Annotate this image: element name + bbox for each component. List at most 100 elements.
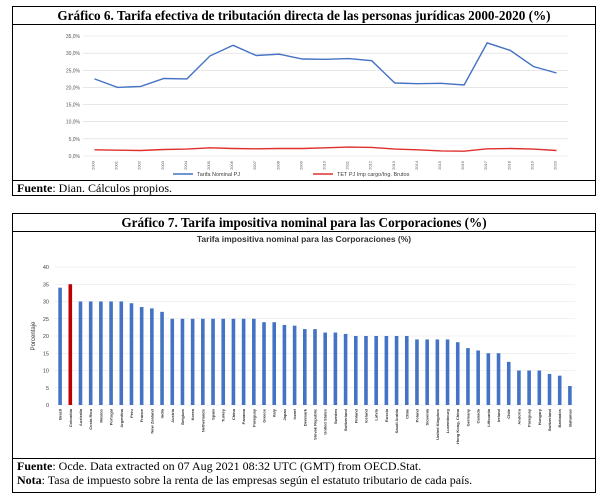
x-tick-label: Peru	[129, 408, 134, 417]
x-tick-label: 2000	[91, 160, 96, 170]
x-tick-label: 2014	[414, 160, 419, 170]
figure-6-source-text: : Dian. Cálculos propios.	[52, 181, 172, 195]
y-tick-label: 25	[43, 317, 49, 323]
x-tick-label: Argentina	[119, 408, 124, 427]
x-tick-label: 2010	[322, 160, 327, 170]
y-tick-label: 35	[43, 282, 49, 288]
x-tick-label: Finland	[353, 408, 358, 423]
bar-43	[486, 353, 491, 405]
bar-36	[415, 339, 419, 405]
bar-16	[211, 318, 215, 405]
x-tick-label: 2017	[483, 160, 488, 170]
figure-7-bar-chart: Tarifa impositiva nominal para las Corpo…	[31, 234, 575, 444]
bar-44	[496, 353, 501, 405]
x-tick-label: Sweden	[333, 408, 338, 424]
bar-11	[160, 311, 164, 405]
bar-26	[313, 329, 317, 405]
x-tick-label: Mexico	[98, 408, 103, 422]
bar-21	[262, 322, 266, 405]
x-tick-label: 2009	[298, 160, 303, 170]
y-axis-label: Porcentaje	[31, 321, 37, 350]
x-tick-label: Slovak Republic	[313, 408, 318, 440]
y-tick-label: 30,0%	[66, 51, 81, 57]
x-tick-label: Andorra	[516, 408, 521, 424]
x-tick-label: Italy	[272, 408, 277, 417]
bar-14	[190, 318, 195, 405]
bar-49	[547, 373, 552, 405]
x-tick-label: Brazil	[58, 409, 63, 420]
bar-3	[78, 301, 83, 405]
x-tick-label: 2001	[114, 160, 119, 170]
x-tick-label: Latvia	[374, 408, 379, 420]
y-tick-label: 10	[43, 369, 49, 375]
x-tick-label: Chile	[404, 408, 409, 419]
bar-15	[201, 318, 205, 405]
x-tick-label: Japan	[282, 408, 287, 420]
x-tick-label: Costa Rica	[88, 408, 93, 429]
y-tick-label: 20,0%	[66, 85, 81, 91]
x-tick-label: 2019	[529, 160, 534, 170]
bar-42	[476, 350, 480, 405]
bar-51	[568, 386, 572, 405]
figure-6-header: Gráfico 6. Tarifa efectiva de tributació…	[13, 7, 595, 25]
y-tick-label: 15,0%	[66, 103, 81, 109]
x-tick-label: Barbados	[557, 408, 562, 427]
figure-7-source-label: Fuente	[17, 459, 53, 473]
y-tick-label: 5,0%	[69, 137, 81, 143]
x-tick-label: Lithuania	[486, 408, 491, 427]
y-tick-label: 35,0%	[66, 34, 81, 40]
bar-37	[425, 339, 429, 405]
bar-17	[221, 318, 226, 405]
x-tick-label: 2002	[137, 160, 142, 170]
x-tick-label: Ireland	[496, 408, 501, 422]
x-tick-label: 2011	[345, 160, 350, 169]
y-tick-label: 5	[46, 386, 49, 392]
x-tick-label: 2006	[229, 160, 234, 170]
bar-30	[353, 336, 358, 405]
x-tick-label: 2005	[206, 160, 211, 170]
bar-10	[150, 308, 154, 405]
bar-20	[252, 318, 256, 405]
bar-27	[323, 332, 327, 405]
x-tick-label: United States	[323, 408, 328, 434]
figure-7-header: Gráfico 7. Tarifa impositiva nominal par…	[13, 214, 595, 232]
figure-6-line-chart: 0,0% 5,0% 10,0% 15,0% 20,0% 25,0% 30,0% 35,0% 20…	[66, 34, 568, 178]
bar-25	[303, 329, 307, 405]
series-line-1	[94, 42, 557, 89]
x-tick-label: Belgium	[180, 409, 185, 425]
x-tick-label: Paraguay	[251, 408, 256, 427]
bar-23	[282, 324, 287, 405]
legend-label: TET PJ Imp cargo/Ing. Brutos	[337, 172, 410, 178]
x-tick-label: Chile	[506, 408, 511, 419]
x-tick-label: Netherlands	[200, 408, 205, 432]
x-tick-label: 2008	[275, 160, 280, 170]
bar-2	[68, 284, 73, 405]
x-tick-label: Canada	[476, 408, 481, 423]
figure-6-panel: Gráfico 6. Tarifa efectiva de tributació…	[12, 6, 596, 196]
x-tick-label: Russia	[384, 408, 389, 422]
x-tick-label: 2013	[391, 160, 396, 170]
x-tick-label: Slovenia	[425, 408, 430, 425]
x-tick-label: Poland	[414, 408, 419, 422]
bar-6	[109, 301, 113, 405]
bar-46	[517, 370, 521, 405]
x-tick-label: Colombia	[68, 408, 73, 427]
bar-39	[445, 339, 450, 405]
bar-32	[374, 336, 378, 405]
x-tick-label: Greece	[262, 408, 267, 422]
x-tick-label: 2015	[437, 160, 442, 170]
bar-19	[241, 318, 246, 405]
y-tick-label: 0,0%	[69, 154, 81, 160]
x-tick-label: 2020	[552, 160, 557, 170]
y-tick-label: 40	[43, 265, 49, 271]
x-tick-label: 2007	[252, 160, 257, 170]
x-tick-label: Luxembourg	[445, 408, 450, 433]
x-tick-label: Austria	[170, 408, 175, 423]
bar-33	[384, 336, 389, 405]
x-tick-label: Hong Kong, China	[455, 408, 460, 444]
x-tick-label: 2012	[368, 160, 373, 170]
y-tick-label: 20	[43, 334, 49, 340]
x-tick-label: Portugal	[109, 409, 114, 425]
x-tick-label: 2003	[160, 160, 165, 170]
figure-7-panel: Gráfico 7. Tarifa impositiva nominal par…	[12, 213, 596, 493]
